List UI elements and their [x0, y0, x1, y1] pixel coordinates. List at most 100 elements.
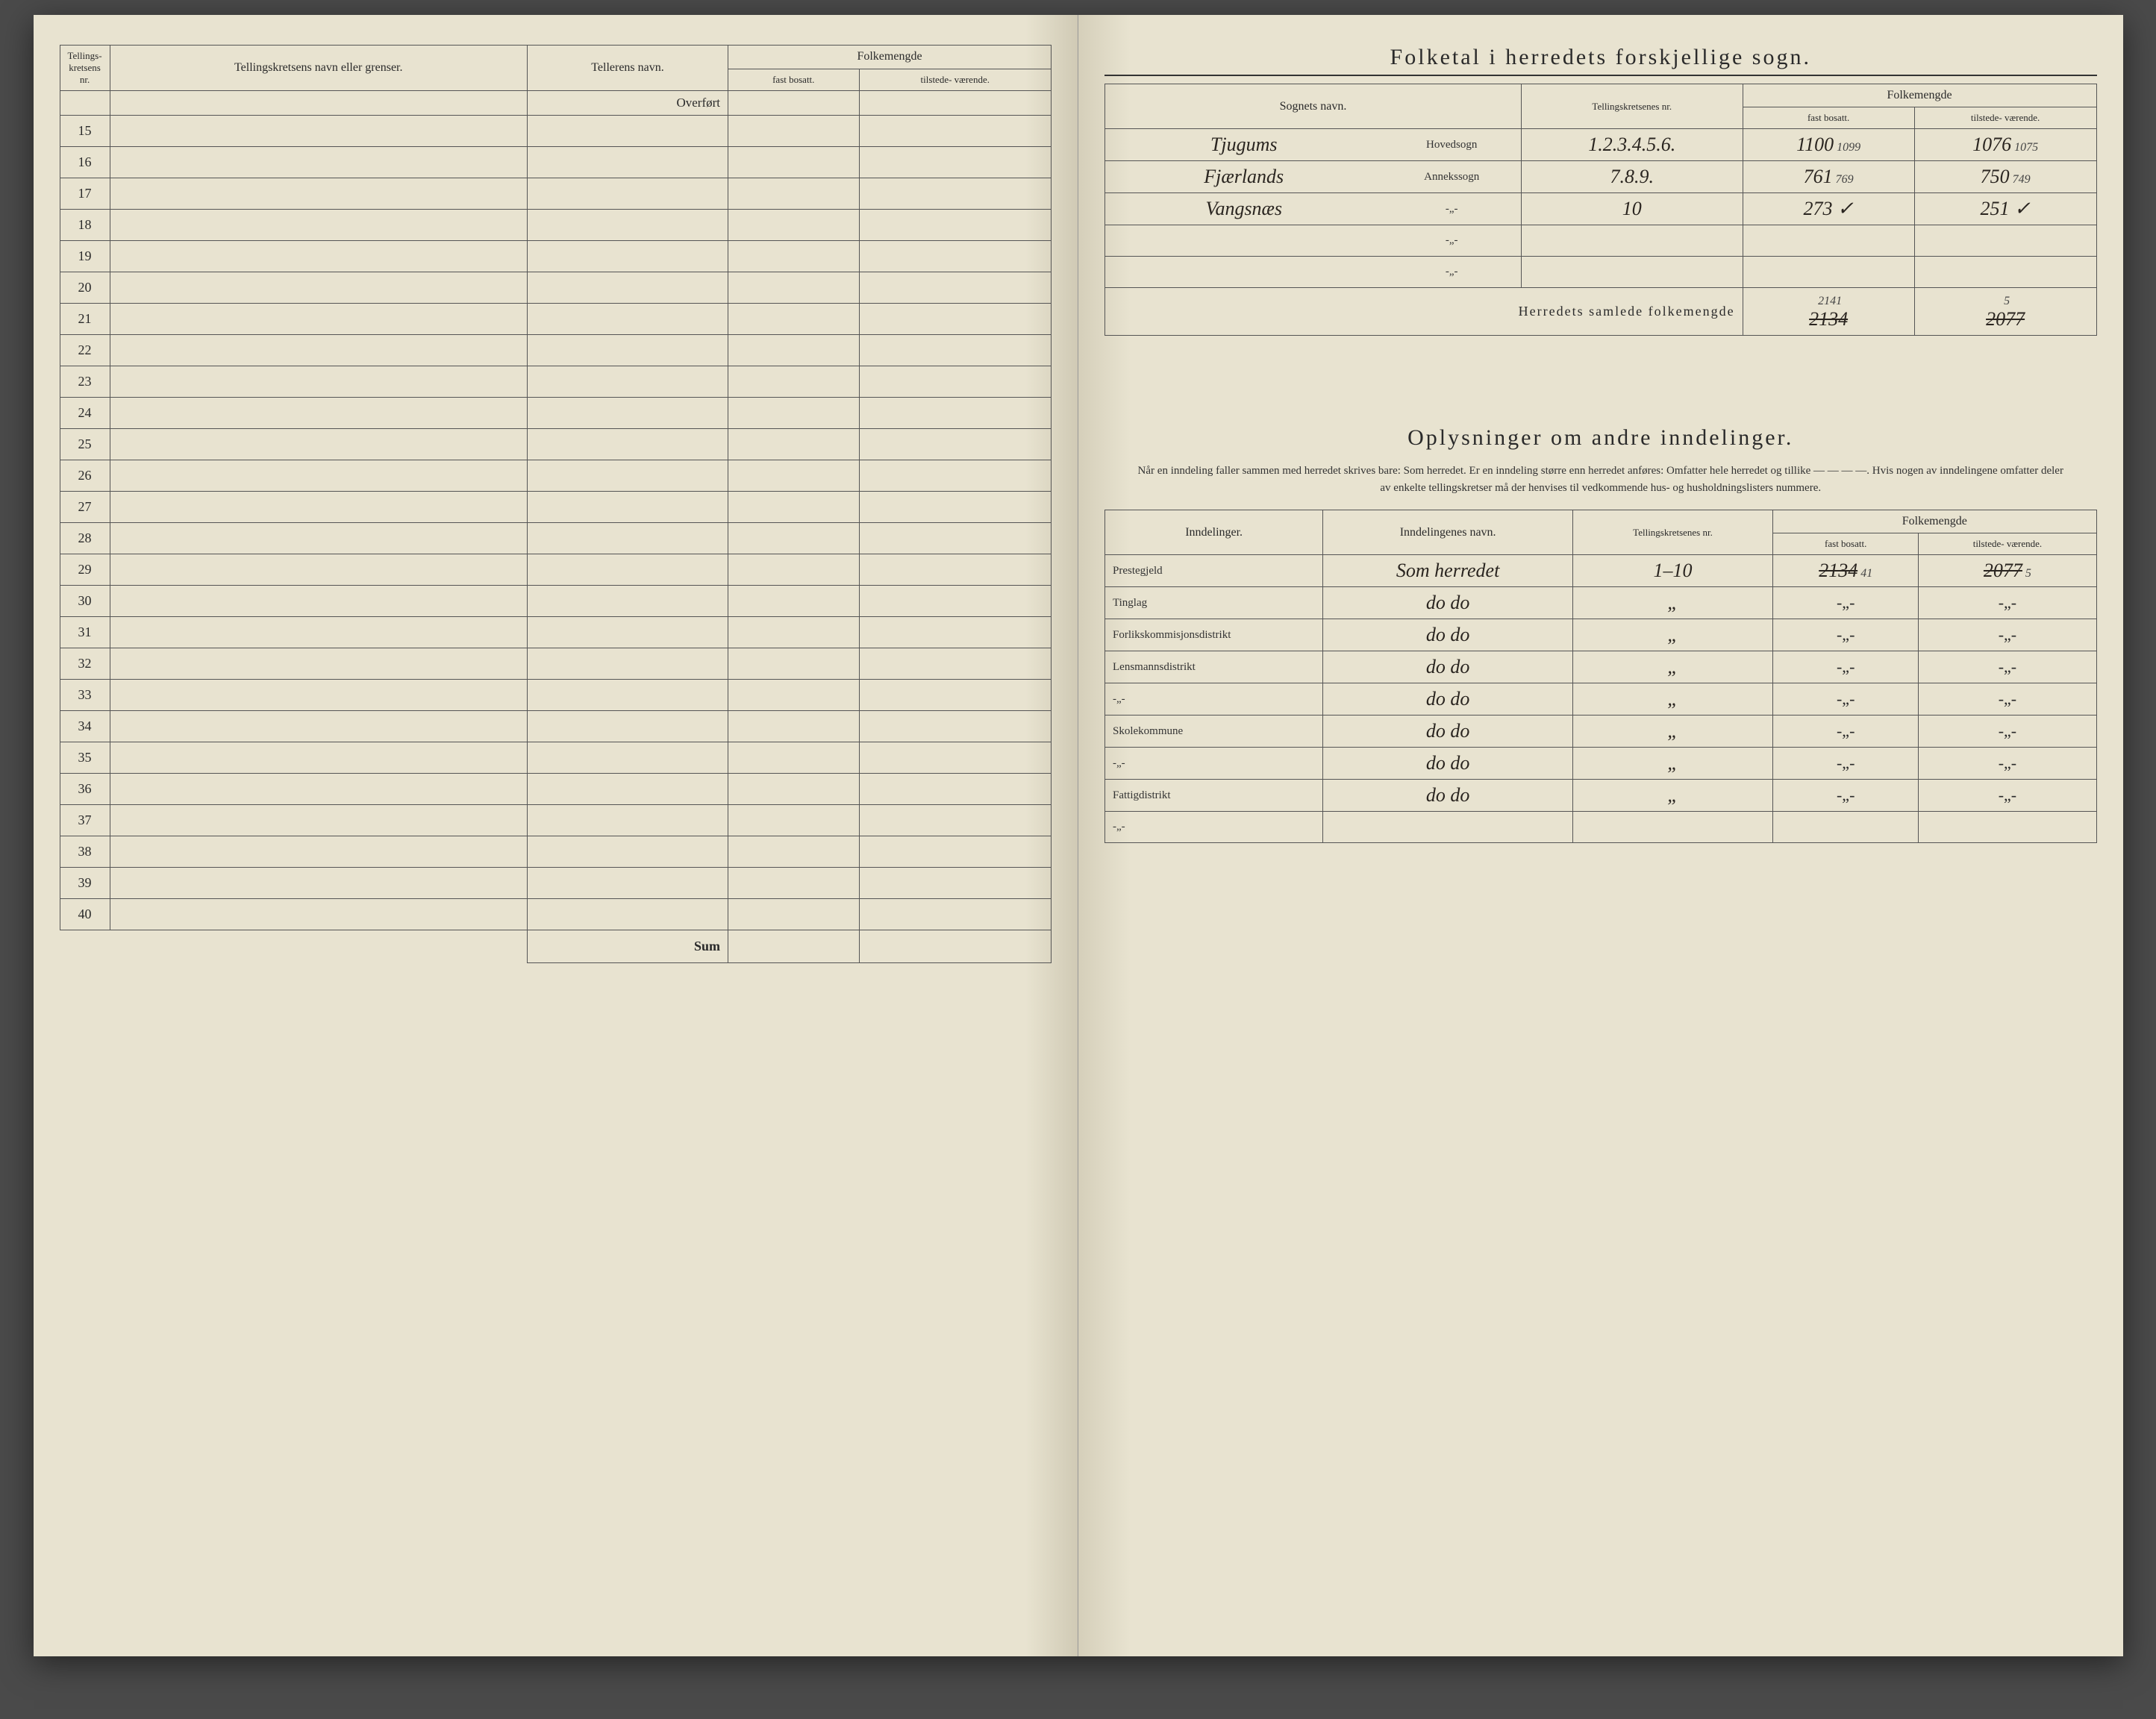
table-row: 39: [60, 868, 1052, 899]
table-row: 28: [60, 523, 1052, 554]
cell: [728, 304, 860, 335]
cell: [528, 868, 728, 899]
total-til-value: 2077: [1986, 308, 2025, 330]
total-til-corr: 5: [2004, 295, 2010, 307]
cell: [859, 429, 1051, 460]
book-spread: Tellings- kretsens nr. Tellingskretsens …: [34, 15, 2123, 1656]
sogn-til: [1914, 257, 2096, 288]
cell: [110, 241, 527, 272]
inndeling-label: -„-: [1105, 812, 1323, 843]
row-number: 27: [60, 492, 110, 523]
inndeling-navn: [1323, 812, 1573, 843]
table-row: 40: [60, 899, 1052, 930]
cell: [110, 742, 527, 774]
cell: [859, 617, 1051, 648]
cell: [110, 492, 527, 523]
cell: [110, 617, 527, 648]
cell: [528, 335, 728, 366]
cell: [110, 586, 527, 617]
sogn-nr: 7.8.9.: [1521, 161, 1743, 193]
sogn-name: Tjugums: [1105, 129, 1383, 161]
inndeling-navn: do do: [1323, 587, 1573, 619]
col-fast: fast bosatt.: [728, 69, 860, 90]
row-number: 31: [60, 617, 110, 648]
table-row: Fattigdistrikt do do „ -„- -„-: [1105, 780, 2097, 812]
table-row: 19: [60, 241, 1052, 272]
row-number: 35: [60, 742, 110, 774]
inndeling-label: Tinglag: [1105, 587, 1323, 619]
sogn-til: 251 ✓: [1914, 193, 2096, 225]
col-innd-nr: Tellingskretsenes nr.: [1572, 510, 1772, 555]
inndeling-fast: -„-: [1773, 587, 1919, 619]
cell: [859, 147, 1051, 178]
cell: [110, 805, 527, 836]
inndeling-nr: [1572, 812, 1772, 843]
overfort-label: Overført: [528, 91, 728, 116]
cell: [859, 836, 1051, 868]
col-fast-r: fast bosatt.: [1743, 107, 1914, 129]
cell: [110, 116, 527, 147]
sogn-type: -„-: [1382, 257, 1521, 288]
cell: [528, 178, 728, 210]
cell: [110, 366, 527, 398]
inndeling-til: -„-: [1919, 587, 2096, 619]
cell: [528, 617, 728, 648]
cell: [528, 429, 728, 460]
table-row: 21: [60, 304, 1052, 335]
left-table: Tellings- kretsens nr. Tellingskretsens …: [60, 45, 1052, 963]
col-tilstede: tilstede- værende.: [859, 69, 1051, 90]
cell: [859, 648, 1051, 680]
cell: [728, 178, 860, 210]
inndeling-nr: „: [1572, 651, 1772, 683]
cell: [859, 241, 1051, 272]
sogn-name: [1105, 257, 1383, 288]
col-inndelinger: Inndelinger.: [1105, 510, 1323, 555]
row-number: 25: [60, 429, 110, 460]
inndeling-nr: „: [1572, 587, 1772, 619]
cell: [859, 460, 1051, 492]
cell: [110, 899, 527, 930]
left-table-body: Overført 15 16 17 18 19 20: [60, 91, 1052, 930]
sogn-fast: 273 ✓: [1743, 193, 1914, 225]
right-bottom-title: Oplysninger om andre inndelinger.: [1104, 425, 2097, 455]
table-row: -„- do do „ -„- -„-: [1105, 748, 2097, 780]
table-row: 15: [60, 116, 1052, 147]
table-row: 33: [60, 680, 1052, 711]
row-number: 23: [60, 366, 110, 398]
inndeling-fast: -„-: [1773, 716, 1919, 748]
cell: [110, 335, 527, 366]
table-row: Tinglag do do „ -„- -„-: [1105, 587, 2097, 619]
cell: [110, 836, 527, 868]
cell: [859, 680, 1051, 711]
inndeling-navn: Som herredet: [1323, 555, 1573, 587]
table-row: 17: [60, 178, 1052, 210]
row-number: 36: [60, 774, 110, 805]
table-row: 38: [60, 836, 1052, 868]
cell: [110, 272, 527, 304]
cell: [528, 554, 728, 586]
cell: [859, 304, 1051, 335]
col-telleren: Tellerens navn.: [528, 46, 728, 91]
col-krets-nr: Tellingskretsenes nr.: [1521, 84, 1743, 129]
cell: [859, 398, 1051, 429]
cell: [528, 272, 728, 304]
inndeling-label: Fattigdistrikt: [1105, 780, 1323, 812]
col-innd-fast: fast bosatt.: [1773, 533, 1919, 555]
col-folkemengde-r: Folkemengde: [1743, 84, 2096, 107]
table-row: 27: [60, 492, 1052, 523]
row-number: 32: [60, 648, 110, 680]
cell: [728, 147, 860, 178]
sum-row: Sum: [60, 930, 1052, 963]
cell: [528, 492, 728, 523]
table-row: -„-: [1105, 812, 2097, 843]
cell: [528, 586, 728, 617]
cell: [110, 460, 527, 492]
table-row: 23: [60, 366, 1052, 398]
row-number: 20: [60, 272, 110, 304]
table-row: Fjærlands Annekssogn 7.8.9. 761769 75074…: [1105, 161, 2097, 193]
inndeling-til: -„-: [1919, 748, 2096, 780]
table-row: 36: [60, 774, 1052, 805]
cell: [110, 711, 527, 742]
cell: [859, 178, 1051, 210]
cell: [859, 492, 1051, 523]
